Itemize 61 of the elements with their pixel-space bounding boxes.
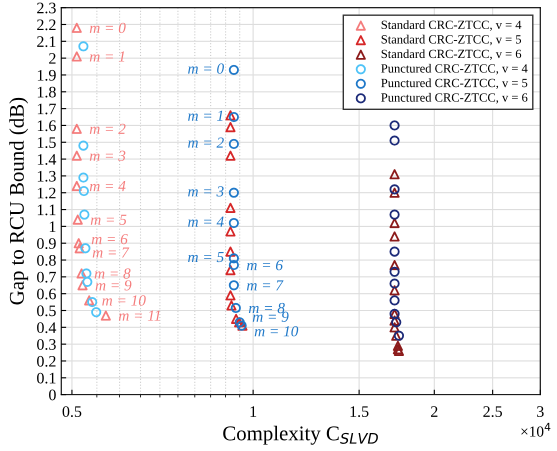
y-tick-label: 2.2 — [37, 19, 56, 30]
annotation: m = 4 — [90, 181, 126, 192]
annotation: m = 7 — [92, 247, 130, 258]
annotation: m = 0 — [90, 22, 126, 34]
y-tick-label: 0 — [49, 390, 56, 400]
annotation: m = 10 — [102, 295, 146, 306]
annotation: m = 5 — [90, 214, 126, 225]
y-tick-label: 0.2 — [37, 356, 56, 367]
y-tick-label: 1.5 — [38, 137, 56, 148]
annotation: m = 5 — [188, 252, 224, 262]
x-axis-title: Complexity C$_{SLVD}$ — [223, 426, 378, 445]
x-tick-label: 1.5 — [350, 406, 368, 418]
y-axis-title: Gap to RCU Bound (dB) — [9, 98, 28, 304]
annotation: m = 2 — [90, 124, 126, 134]
y-tick-label: 0.5 — [37, 305, 56, 316]
text: ×10$^{4}$ — [521, 422, 550, 437]
legend-label: Punctured CRC-ZTCC, v = 6 — [381, 92, 528, 104]
annotation: m = 10 — [254, 326, 298, 336]
y-tick-label: 0.9 — [37, 238, 56, 249]
y-tick-label: 1.1 — [38, 204, 56, 216]
y-tick-label: 0.4 — [37, 322, 56, 334]
y-tick-label: 0.1 — [37, 372, 56, 384]
y-tick-label: 1.3 — [38, 170, 56, 182]
legend-label: Punctured CRC-ZTCC, v = 5 — [381, 78, 528, 89]
annotation: m = 7 — [246, 280, 284, 290]
x-tick-label: 3 — [537, 406, 544, 417]
legend-label: Standard CRC-ZTCC, v = 6 — [382, 49, 522, 60]
y-tick-label: 1.6 — [38, 120, 56, 132]
x-tick-label: 1 — [250, 406, 256, 417]
x-tick-label: 0.5 — [62, 406, 82, 418]
annotation: m = 8 — [248, 302, 285, 314]
x-tick-label: 2 — [431, 406, 438, 417]
annotation: m = 6 — [246, 260, 283, 270]
y-tick-label: 1.7 — [38, 104, 56, 114]
y-tick-label: 0.6 — [37, 288, 56, 300]
y-tick-label: 2.1 — [37, 36, 56, 48]
y-tick-label: 1 — [50, 221, 56, 232]
y-tick-label: 0.8 — [37, 254, 56, 266]
legend-label: Standard CRC-ZTCC, v = 4 — [382, 20, 522, 31]
y-tick-label: 2.3 — [37, 2, 56, 14]
annotation: m = 8 — [94, 268, 131, 279]
annotation: m = 0 — [188, 63, 224, 74]
annotation: m = 11 — [118, 310, 160, 321]
annotation: m = 2 — [188, 138, 224, 148]
y-tick-label: 1.8 — [38, 86, 56, 98]
y-tick-label: 0.7 — [37, 272, 56, 283]
y-tick-label: 0.3 — [37, 339, 56, 350]
legend-label: Punctured CRC-ZTCC, v = 4 — [381, 64, 528, 74]
legend-label: Standard CRC-ZTCC, v = 5 — [382, 34, 522, 46]
y-tick-label: 1.9 — [38, 70, 56, 81]
y-tick-label: 2 — [49, 53, 56, 64]
y-tick-label: 1.4 — [38, 154, 56, 165]
annotation: m = 1 — [90, 51, 124, 62]
annotation: m = 3 — [188, 186, 224, 197]
annotation: m = 9 — [96, 280, 132, 290]
annotation: m = 4 — [188, 216, 224, 227]
annotation: m = 3 — [90, 150, 126, 161]
annotation: m = 1 — [188, 110, 223, 121]
x-tick-label: 2.5 — [483, 406, 502, 418]
annotation: m = 6 — [92, 234, 128, 244]
y-tick-label: 1.2 — [38, 188, 56, 199]
